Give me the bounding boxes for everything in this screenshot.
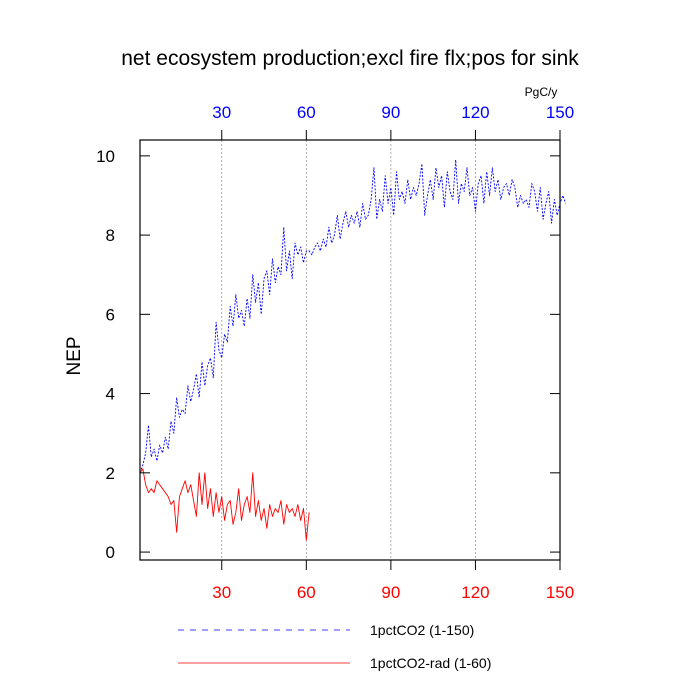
- x-tick-label-bottom: 120: [461, 583, 489, 602]
- grid: [221, 140, 476, 560]
- x-tick-label-bottom: 90: [381, 583, 400, 602]
- y-tick-label: 0: [106, 543, 115, 562]
- legend-label-1pctco2-rad: 1pctCO2-rad (1-60): [370, 655, 491, 671]
- series-layer: [139, 159, 567, 541]
- legend: 1pctCO2 (1-150) 1pctCO2-rad (1-60): [178, 622, 491, 671]
- x-tick-label-top: 60: [297, 103, 316, 122]
- units-label: PgC/y: [525, 85, 558, 99]
- y-tick-label: 10: [96, 147, 115, 166]
- series-line: [139, 468, 310, 541]
- x-tick-label-bottom: 30: [212, 583, 231, 602]
- x-tick-label-top: 30: [212, 103, 231, 122]
- y-tick-label: 2: [106, 464, 115, 483]
- y-axis-label: NEP: [64, 336, 85, 375]
- y-tick-label: 8: [106, 226, 115, 245]
- y-tick-label: 6: [106, 305, 115, 324]
- plot-frame: [139, 139, 561, 561]
- x-tick-label-bottom: 150: [546, 583, 574, 602]
- x-tick-label-top: 150: [546, 103, 574, 122]
- axis-ticks: 30 30 60 60 90 90 120 120 150 150 0 2 4 6 8 10: [96, 103, 574, 602]
- y-tick-label: 4: [106, 385, 115, 404]
- x-tick-label-top: 120: [461, 103, 489, 122]
- legend-label-1pctco2: 1pctCO2 (1-150): [370, 622, 474, 638]
- series-line: [139, 159, 567, 473]
- x-tick-label-top: 90: [381, 103, 400, 122]
- chart-title: net ecosystem production;excl fire flx;p…: [121, 47, 579, 70]
- x-tick-label-bottom: 60: [297, 583, 316, 602]
